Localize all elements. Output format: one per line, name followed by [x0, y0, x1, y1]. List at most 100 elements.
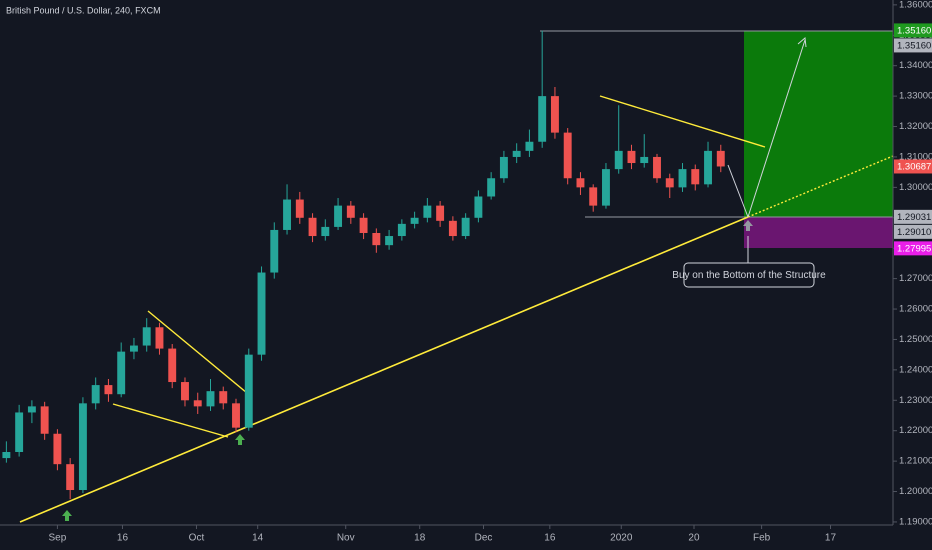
price-tag	[894, 23, 932, 38]
up-arrow-icon	[743, 220, 753, 231]
candle-body	[129, 345, 138, 352]
candle-body	[678, 169, 687, 188]
candle-body	[193, 400, 202, 407]
candle-body	[91, 385, 100, 404]
candle-body	[589, 187, 598, 206]
price-tag-label: 1.35160	[897, 25, 931, 36]
x-tick-label: 2020	[610, 533, 633, 544]
candle-body	[691, 169, 700, 185]
candle-body	[206, 391, 215, 407]
y-tick-label: 1.33000	[899, 91, 932, 102]
candle-body	[474, 196, 483, 218]
candle-body	[244, 354, 253, 428]
target-zone	[744, 31, 893, 217]
candle-body	[538, 96, 547, 142]
y-tick-label: 1.36000	[899, 0, 932, 10]
candle-body	[704, 150, 712, 185]
candle-body	[295, 199, 304, 218]
x-tick-label: Dec	[475, 533, 493, 544]
wedge-line	[112, 403, 229, 438]
price-tag-label: 1.29010	[897, 227, 931, 238]
candle-body	[499, 156, 508, 179]
candle-body	[372, 232, 381, 246]
candle-body	[2, 451, 11, 459]
candle-body	[181, 382, 189, 401]
candle-body	[142, 327, 151, 346]
candle-body	[397, 223, 406, 237]
price-tag-label: 1.30687	[897, 161, 931, 172]
y-tick-label: 1.19000	[899, 516, 932, 527]
candle-body	[308, 217, 317, 237]
candle-body	[602, 169, 610, 206]
candle-body	[117, 351, 126, 395]
candle-body	[576, 178, 585, 188]
candle-body	[385, 236, 394, 246]
price-tag-label: 1.35160	[897, 40, 931, 51]
price-tag	[894, 38, 932, 53]
y-tick-label: 1.26000	[899, 304, 932, 315]
y-tick-label: 1.23000	[899, 395, 932, 406]
candle-body	[15, 412, 24, 452]
trend-line	[19, 216, 749, 523]
chart-title: British Pound / U.S. Dollar, 240, FXCM	[6, 5, 161, 15]
callout-box	[683, 262, 815, 288]
candle-body	[487, 178, 496, 197]
candle-body	[563, 132, 572, 179]
candle-body	[614, 150, 623, 170]
x-tick-label: 14	[252, 533, 264, 544]
candle-body	[436, 205, 445, 221]
candle-body	[448, 220, 457, 237]
price-tag-label: 1.27995	[897, 243, 931, 254]
y-tick-label: 1.25000	[899, 334, 932, 345]
y-tick-label: 1.21000	[899, 456, 932, 467]
x-tick-label: Nov	[337, 533, 355, 544]
x-tick-label: Feb	[753, 533, 771, 544]
candle-body	[359, 217, 368, 233]
y-tick-label: 1.24000	[899, 364, 932, 375]
candle-body	[665, 178, 674, 188]
price-tag	[894, 209, 932, 224]
candle-body	[346, 205, 355, 218]
candle-body	[27, 406, 36, 413]
candle-body	[270, 229, 279, 273]
candle-body	[716, 150, 725, 167]
x-tick-label: 16	[117, 533, 129, 544]
candle-body	[640, 156, 649, 164]
x-tick-label: Oct	[189, 533, 205, 544]
callout-text: Buy on the Bottom of the Structure	[672, 270, 826, 281]
candle-body	[627, 150, 636, 164]
arrow-head	[797, 37, 807, 48]
drawings	[19, 30, 893, 523]
y-tick-label: 1.31000	[899, 151, 932, 162]
x-tick-label: 17	[825, 533, 837, 544]
candle-body	[512, 150, 521, 157]
x-tick-label: 20	[688, 533, 700, 544]
candle-body	[257, 272, 266, 355]
candle-body	[104, 385, 113, 395]
candle-body	[53, 433, 62, 465]
candle-body	[155, 327, 164, 349]
resistance-line	[599, 95, 766, 148]
candle-body	[334, 205, 343, 227]
y-tick-label: 1.32000	[899, 121, 932, 132]
candle-body	[525, 141, 534, 151]
projection	[727, 164, 749, 218]
price-tag	[894, 224, 932, 239]
up-arrow-icon	[235, 434, 245, 445]
candle-body	[66, 464, 75, 491]
y-tick-label: 1.30000	[899, 182, 932, 193]
candle-body	[321, 226, 330, 237]
candle-body	[78, 403, 87, 491]
x-tick-label: Sep	[49, 533, 67, 544]
candle-body	[283, 199, 291, 230]
projection-arrow	[747, 39, 806, 218]
candle-body	[653, 156, 661, 179]
candle-body	[550, 96, 559, 133]
candle-body	[423, 205, 432, 218]
y-tick-label: 1.22000	[899, 425, 932, 436]
y-tick-label: 1.34000	[899, 60, 932, 71]
candles	[2, 30, 725, 500]
candle-body	[232, 403, 240, 428]
candle-body	[219, 391, 228, 404]
